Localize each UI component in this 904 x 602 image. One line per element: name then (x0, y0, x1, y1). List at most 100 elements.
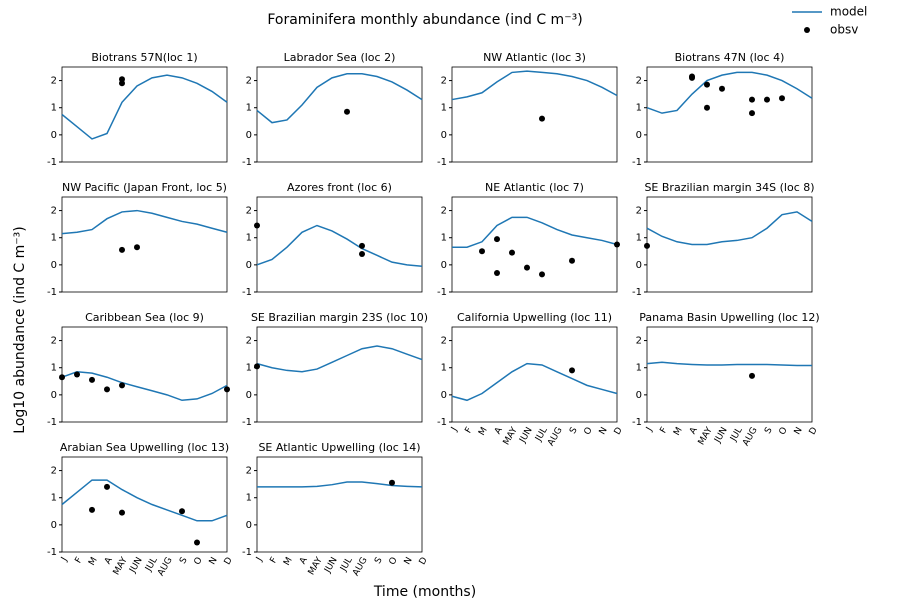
model-line (451, 362, 618, 402)
panel-title: SE Atlantic Upwelling (loc 14) (258, 441, 420, 454)
y-tick-label: 1 (636, 103, 642, 114)
x-tick-label: A (298, 555, 310, 566)
x-tick-label: A (493, 425, 505, 436)
y-tick-label: 2 (51, 466, 57, 477)
model-line (61, 479, 228, 522)
y-tick-label: 0 (636, 260, 642, 271)
x-tick-label: J (254, 556, 264, 564)
y-tick-label: 0 (636, 390, 642, 401)
x-tick-label: AUG (741, 426, 760, 448)
axes-frame (646, 196, 813, 293)
x-tick-label: S (373, 556, 385, 566)
x-tick-label: AUG (546, 426, 565, 448)
obs-point (359, 242, 365, 249)
obs-point (524, 264, 530, 271)
x-tick-label: AUG (156, 556, 175, 578)
axes-frame (451, 326, 618, 423)
y-tick-label: 0 (246, 130, 252, 141)
x-tick-label: JUN (713, 426, 730, 446)
x-tick-label: F (269, 556, 280, 565)
y-tick-label: 1 (441, 233, 447, 244)
y-tick-label: 1 (51, 233, 57, 244)
y-tick-label: 1 (636, 233, 642, 244)
obs-point (749, 372, 755, 379)
x-tick-label: JUN (518, 426, 535, 446)
y-tick-label: -1 (242, 157, 252, 168)
y-tick-label: 2 (51, 336, 57, 347)
obs-point (689, 73, 695, 80)
x-tick-label: D (223, 556, 235, 567)
y-tick-label: 2 (246, 336, 252, 347)
obs-point (509, 249, 515, 256)
obs-point (104, 386, 110, 393)
x-tick-label: S (763, 426, 775, 436)
panel-title: SE Brazilian margin 23S (loc 10) (251, 311, 428, 324)
x-tick-label: D (418, 556, 430, 567)
x-tick-label: J (59, 556, 69, 564)
y-tick-label: 0 (246, 520, 252, 531)
obs-point (89, 506, 95, 513)
axes-frame (61, 456, 228, 553)
y-tick-label: 1 (636, 363, 642, 374)
panel-title: California Upwelling (loc 11) (457, 311, 612, 324)
y-tick-label: 1 (246, 363, 252, 374)
obs-point (749, 96, 755, 103)
x-tick-label: JUN (128, 556, 145, 576)
obs-point (539, 271, 545, 278)
obs-point (179, 508, 185, 515)
obs-point (779, 95, 785, 102)
obs-point (254, 222, 260, 229)
legend-marker (804, 27, 810, 33)
axes-frame (646, 326, 813, 423)
y-tick-label: -1 (242, 287, 252, 298)
y-tick-label: -1 (47, 417, 57, 428)
x-tick-label: M (87, 556, 100, 568)
y-tick-label: 2 (636, 206, 642, 217)
y-tick-label: -1 (47, 157, 57, 168)
axes-frame (256, 196, 423, 293)
y-tick-label: 1 (246, 233, 252, 244)
axes-frame (451, 66, 618, 163)
obs-point (104, 483, 110, 490)
y-tick-label: -1 (632, 417, 642, 428)
model-line (257, 481, 423, 488)
model-line (452, 216, 618, 248)
obs-point (134, 244, 140, 251)
y-tick-label: 1 (441, 363, 447, 374)
x-tick-label: O (193, 556, 205, 567)
y-tick-label: 2 (636, 76, 642, 87)
obs-point (359, 251, 365, 257)
panel-title: Azores front (loc 6) (287, 181, 392, 194)
axes-frame (61, 326, 228, 423)
x-axis-label: Time (months) (373, 584, 476, 600)
obs-point (59, 374, 65, 381)
axes-frame (256, 456, 423, 553)
obs-point (74, 371, 80, 378)
panel-title: Caribbean Sea (loc 9) (85, 311, 204, 324)
x-tick-label: F (659, 426, 670, 435)
x-tick-label: S (178, 556, 190, 566)
panel-title: SE Brazilian margin 34S (loc 8) (644, 181, 814, 194)
model-line (451, 70, 618, 101)
x-tick-label: JUN (323, 556, 340, 576)
x-tick-label: N (208, 556, 220, 567)
x-tick-label: M (282, 556, 295, 568)
model-line (61, 74, 228, 140)
panel-title: NW Atlantic (loc 3) (483, 51, 586, 64)
model-line (256, 224, 423, 267)
y-tick-label: -1 (242, 417, 252, 428)
axes-frame (256, 66, 423, 163)
obs-point (644, 242, 650, 249)
x-tick-label: A (688, 425, 700, 436)
x-tick-label: A (103, 555, 115, 566)
y-tick-label: 0 (51, 260, 57, 271)
x-tick-label: N (403, 556, 415, 567)
panel-title: Biotrans 47N (loc 4) (675, 51, 785, 64)
obs-point (119, 80, 125, 87)
figure-title: Foraminifera monthly abundance (ind C m⁻… (267, 12, 582, 28)
y-tick-label: -1 (242, 547, 252, 558)
y-tick-label: 0 (636, 130, 642, 141)
obs-point (494, 270, 500, 276)
y-tick-label: -1 (632, 157, 642, 168)
y-tick-label: 0 (51, 390, 57, 401)
